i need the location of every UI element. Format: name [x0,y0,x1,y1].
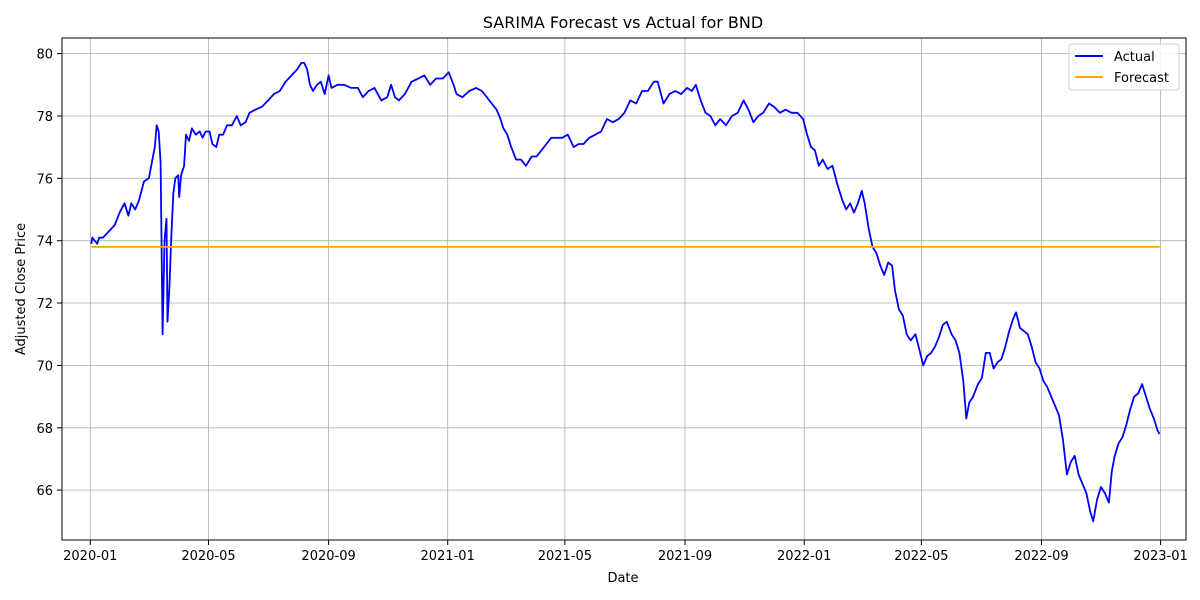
y-tick-label: 74 [36,235,53,250]
chart-title: SARIMA Forecast vs Actual for BND [483,13,763,32]
y-axis: 66 68 70 72 74 76 78 80 [36,48,62,499]
legend-label-forecast: Forecast [1114,71,1169,86]
y-tick-label: 78 [36,110,53,125]
x-tick-label: 2023-01 [1133,549,1187,564]
y-tick-label: 66 [36,484,53,499]
y-tick-label: 80 [36,48,53,63]
series-lines [90,62,1161,523]
x-tick-label: 2020-01 [63,549,117,564]
x-axis: 2020-01 2020-05 2020-09 2021-01 2021-05 2021-… [63,540,1188,564]
y-tick-label: 76 [36,172,53,187]
x-axis-label: Date [607,571,638,586]
legend-label-actual: Actual [1114,50,1155,65]
grid [62,38,1186,540]
series-line-actual [90,62,1161,523]
x-tick-label: 2022-05 [894,549,948,564]
plot-frame [61,37,1187,541]
x-tick-label: 2022-01 [777,549,831,564]
y-tick-label: 72 [36,297,53,312]
x-tick-label: 2022-09 [1014,549,1068,564]
x-tick-label: 2021-09 [658,549,712,564]
y-tick-label: 68 [36,422,53,437]
x-tick-label: 2020-09 [301,549,355,564]
x-tick-label: 2021-05 [538,549,592,564]
y-axis-label: Adjusted Close Price [14,223,29,355]
x-tick-label: 2020-05 [181,549,235,564]
y-tick-label: 70 [36,359,53,374]
legend: Actual Forecast [1068,43,1180,91]
x-tick-label: 2021-01 [421,549,475,564]
